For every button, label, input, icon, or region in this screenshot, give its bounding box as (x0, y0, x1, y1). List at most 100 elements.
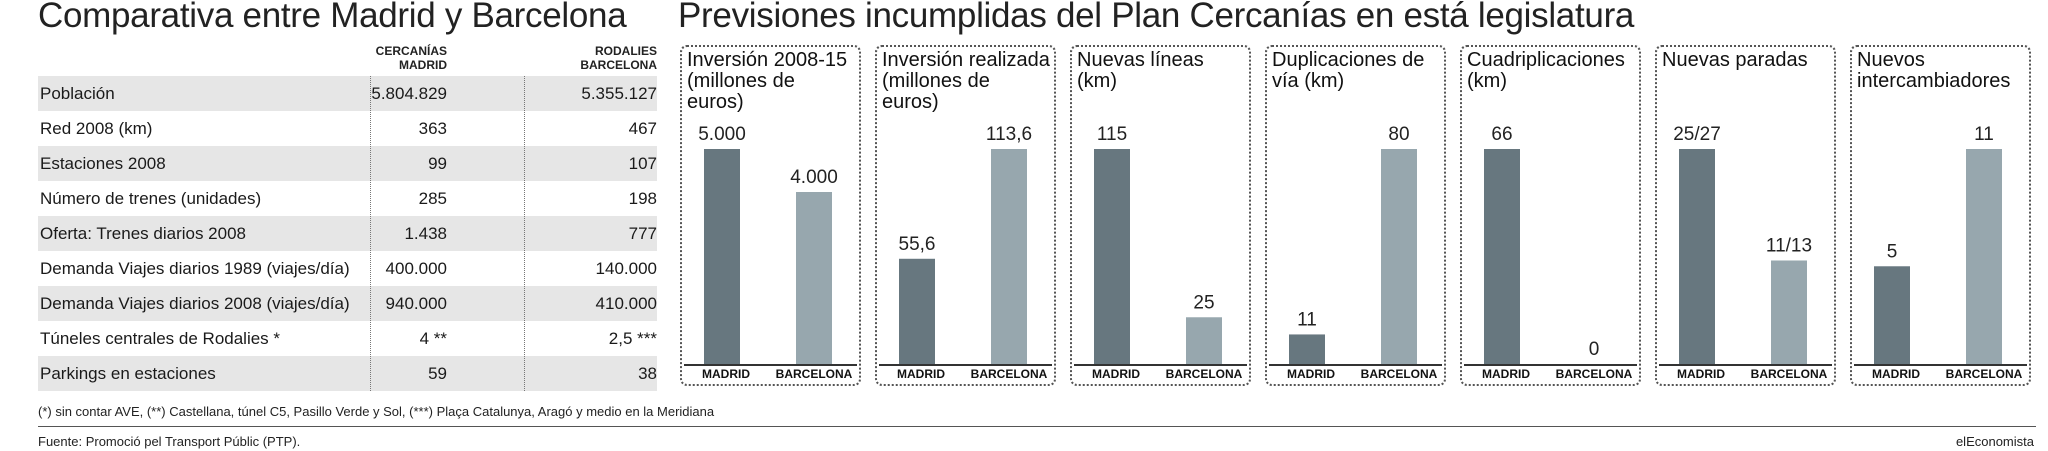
cell-barcelona: 5.355.127 (581, 84, 657, 103)
bar-madrid (1289, 334, 1325, 364)
column-separator (524, 76, 525, 391)
chart-panel: Duplicaciones de vía (km) 11 80 MADRID BARCE… (1265, 45, 1446, 386)
table-row: Red 2008 (km) 363 467 (38, 111, 657, 146)
table-body: Población 5.804.829 5.355.127 Red 2008 (km)… (38, 76, 657, 391)
chart-baseline (1659, 364, 1832, 366)
category-label: BARCELONA (775, 367, 853, 381)
data-label: 55,6 (899, 234, 936, 255)
cell-madrid: 5.804.829 (371, 84, 447, 103)
data-label: 5.000 (698, 124, 746, 145)
cell-madrid: 940.000 (385, 294, 447, 313)
cell-barcelona: 38 (638, 364, 657, 383)
source-note: Fuente: Promoció pel Transport Públic (P… (38, 434, 301, 449)
table-row: Población 5.804.829 5.355.127 (38, 76, 657, 111)
table-row: Número de trenes (unidades) 285 198 (38, 181, 657, 216)
data-label: 4.000 (790, 167, 838, 188)
chart-title: Cuadriplicaciones (km) (1467, 49, 1625, 92)
data-label: 80 (1388, 124, 1409, 145)
bar-chart: 5.000 4.000 (698, 124, 838, 364)
chart-title: Inversión realizada (millones de euros) (882, 49, 1050, 113)
category-label: BARCELONA (1360, 367, 1438, 381)
row-label: Demanda Viajes diarios 2008 (viajes/día) (40, 294, 350, 313)
chart-panel: Inversión 2008-15 (millones de euros) 5.0… (680, 45, 861, 386)
column-separator (370, 76, 371, 391)
cell-madrid: 363 (418, 119, 447, 138)
chart-baseline (1074, 364, 1247, 366)
category-label: MADRID (1287, 367, 1335, 381)
bar-chart: 5 11 (1874, 124, 2002, 364)
category-label: MADRID (1872, 367, 1920, 381)
table-title: Comparativa entre Madrid y Barcelona (38, 0, 627, 35)
bar-madrid (1874, 266, 1910, 364)
cell-madrid: 285 (418, 189, 447, 208)
data-label: 0 (1589, 339, 1600, 360)
row-label: Estaciones 2008 (40, 154, 166, 173)
cell-barcelona: 410.000 (595, 294, 657, 313)
bar-chart: 11 80 (1289, 124, 1417, 364)
column-header-madrid: CERCANÍAS MADRID (376, 44, 447, 72)
category-label: MADRID (1482, 367, 1530, 381)
bar-chart: 25/27 11/13 (1673, 124, 1812, 364)
bar-chart: 66 0 (1484, 124, 1600, 364)
bar-madrid (899, 258, 935, 364)
bar-madrid (704, 149, 740, 364)
bar-charts-area: Inversión 2008-15 (millones de euros) 5.0… (680, 45, 2031, 390)
table-row: Demanda Viajes diarios 1989 (viajes/día)… (38, 251, 657, 286)
chart-panel: Nuevas líneas (km) 115 25 MADRID BARCELONA (1070, 45, 1251, 386)
cell-barcelona: 2,5 *** (608, 329, 657, 348)
chart-title: Nuevos intercambiadores (1857, 49, 2011, 92)
chart-title: Inversión 2008-15 (millones de euros) (687, 49, 848, 113)
row-label: Parkings en estaciones (40, 364, 216, 383)
cell-barcelona: 467 (628, 119, 657, 138)
category-label: MADRID (897, 367, 945, 381)
cell-madrid: 99 (428, 154, 447, 173)
chart-baseline (879, 364, 1052, 366)
cell-barcelona: 777 (628, 224, 657, 243)
cell-barcelona: 198 (628, 189, 657, 208)
bar-barcelona (1966, 149, 2002, 364)
data-label: 115 (1097, 124, 1127, 145)
column-header-madrid-line1: CERCANÍAS (375, 44, 447, 58)
cell-barcelona: 140.000 (595, 259, 657, 278)
row-label: Número de trenes (unidades) (40, 189, 262, 208)
chart-panel: Nuevos intercambiadores 5 11 MADRID BARCELON… (1850, 45, 2031, 386)
row-label: Oferta: Trenes diarios 2008 (40, 224, 247, 243)
row-label: Población (40, 84, 115, 103)
category-label: BARCELONA (1555, 367, 1633, 381)
bar-barcelona (1186, 317, 1222, 364)
bar-madrid (1484, 149, 1520, 364)
comparison-table: CERCANÍAS MADRID RODALIES BARCELONA Pobl… (38, 40, 657, 391)
chart-baseline (1269, 364, 1442, 366)
column-header-barcelona-line1: RODALIES (594, 44, 657, 58)
category-label: BARCELONA (1750, 367, 1828, 381)
table-row: Estaciones 2008 99 107 (38, 146, 657, 181)
bar-barcelona (1771, 260, 1807, 364)
bar-chart: 115 25 (1094, 124, 1222, 364)
bar-madrid (1094, 149, 1130, 364)
category-label: MADRID (702, 367, 750, 381)
table-row: Parkings en estaciones 59 38 (38, 356, 657, 391)
cell-madrid: 400.000 (385, 259, 447, 278)
data-label: 66 (1491, 124, 1512, 145)
bar-chart: 55,6 113,6 (899, 124, 1032, 364)
chart-panel: Nuevas paradas 25/27 11/13 MADRID BARCELONA (1655, 45, 1836, 386)
chart-title: Nuevas paradas (1662, 49, 1808, 71)
row-label: Túneles centrales de Rodalies * (40, 329, 281, 348)
category-label: BARCELONA (1945, 367, 2023, 381)
table-row: Túneles centrales de Rodalies * 4 ** 2,5 *… (38, 321, 657, 356)
row-label: Red 2008 (km) (40, 119, 153, 138)
data-label: 11/13 (1766, 235, 1812, 256)
cell-madrid: 59 (428, 364, 447, 383)
row-label: Demanda Viajes diarios 1989 (viajes/día) (40, 259, 350, 278)
bar-barcelona (991, 149, 1027, 364)
chart-baseline (1854, 364, 2027, 366)
footer-divider (38, 426, 2036, 427)
bar-madrid (1679, 149, 1715, 364)
category-label: BARCELONA (970, 367, 1048, 381)
table-row: Demanda Viajes diarios 2008 (viajes/día)… (38, 286, 657, 321)
column-header-barcelona-line2: BARCELONA (580, 58, 657, 72)
chart-title: Duplicaciones de vía (km) (1272, 49, 1425, 92)
data-label: 5 (1887, 241, 1898, 262)
bar-barcelona (1381, 149, 1417, 364)
chart-panel: Inversión realizada (millones de euros) 5… (875, 45, 1056, 386)
